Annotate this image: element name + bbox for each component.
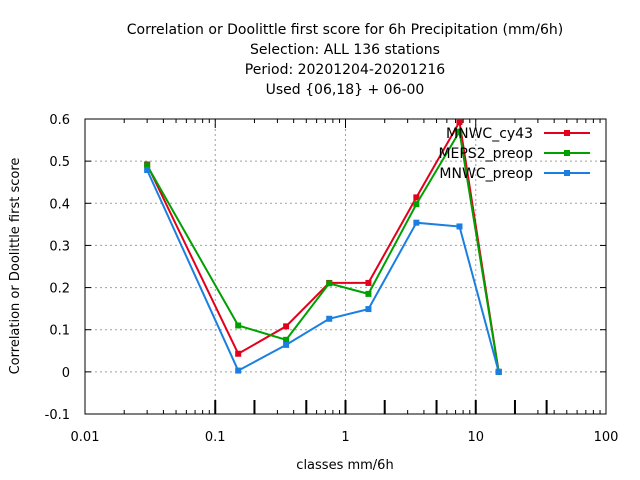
data-point: [326, 280, 333, 287]
data-point: [326, 315, 333, 322]
legend-label: MNWC_preop: [439, 166, 533, 182]
y-tick-label: 0.4: [49, 197, 70, 212]
legend-marker: [564, 150, 570, 156]
y-tick-label: 0.2: [49, 282, 70, 297]
axis-ticks: -0.1 0 0.1 0.2 0.3 0.4 0.5 0.6 0.01 0.1 1 10 100: [45, 113, 619, 445]
y-tick-label: 0: [62, 366, 70, 381]
series-line: [146, 118, 500, 373]
chart-title: Correlation or Doolittle first score for…: [127, 22, 564, 98]
legend-entry: MNWC_cy43: [446, 126, 590, 142]
title-line: Used {06,18} + 06-00: [266, 82, 425, 98]
title-line: Correlation or Doolittle first score for…: [127, 22, 564, 38]
data-point: [283, 341, 290, 348]
y-tick-label: -0.1: [45, 408, 70, 423]
legend-label: MEPS2_preop: [438, 146, 533, 162]
data-point: [144, 166, 151, 173]
y-tick-label: 0.6: [49, 113, 70, 128]
x-tick-label: 0.01: [71, 430, 100, 445]
data-point: [235, 367, 242, 374]
y-tick-label: 0.5: [49, 155, 70, 170]
title-line: Period: 20201204-20201216: [245, 62, 445, 78]
legend-entry: MNWC_preop: [439, 166, 590, 182]
y-tick-label: 0.3: [49, 239, 70, 254]
data-point: [456, 128, 463, 135]
series: [144, 118, 502, 375]
data-point: [365, 306, 372, 313]
x-tick-label: 0.1: [205, 430, 226, 445]
data-point: [365, 279, 372, 286]
series-MNWC_preop: [144, 166, 502, 375]
data-point: [495, 368, 502, 375]
data-point: [456, 118, 463, 125]
series-line: [146, 169, 500, 373]
title-line: Selection: ALL 136 stations: [250, 42, 440, 58]
x-tick-label: 100: [594, 430, 619, 445]
legend-entry: MEPS2_preop: [438, 146, 590, 162]
legend-marker: [564, 170, 570, 176]
x-axis-label: classes mm/6h: [296, 458, 393, 473]
y-tick-label: 0.1: [49, 324, 70, 339]
data-point: [283, 336, 290, 343]
data-point: [413, 194, 420, 201]
x-tick-label: 10: [467, 430, 484, 445]
data-point: [235, 350, 242, 357]
x-class-markers: [214, 400, 548, 414]
data-point: [235, 322, 242, 329]
legend-marker: [564, 130, 570, 136]
data-point: [144, 162, 151, 169]
data-point: [456, 223, 463, 230]
series-line: [146, 128, 500, 373]
data-point: [413, 219, 420, 226]
data-point: [413, 201, 420, 208]
grid: [85, 119, 606, 414]
legend-label: MNWC_cy43: [446, 126, 533, 142]
legend: MNWC_cy43 MEPS2_preop MNWC_preop: [438, 126, 590, 182]
data-point: [283, 323, 290, 330]
y-axis-label: Correlation or Doolittle first score: [8, 158, 23, 375]
x-tick-label: 1: [341, 430, 349, 445]
data-point: [365, 290, 372, 297]
